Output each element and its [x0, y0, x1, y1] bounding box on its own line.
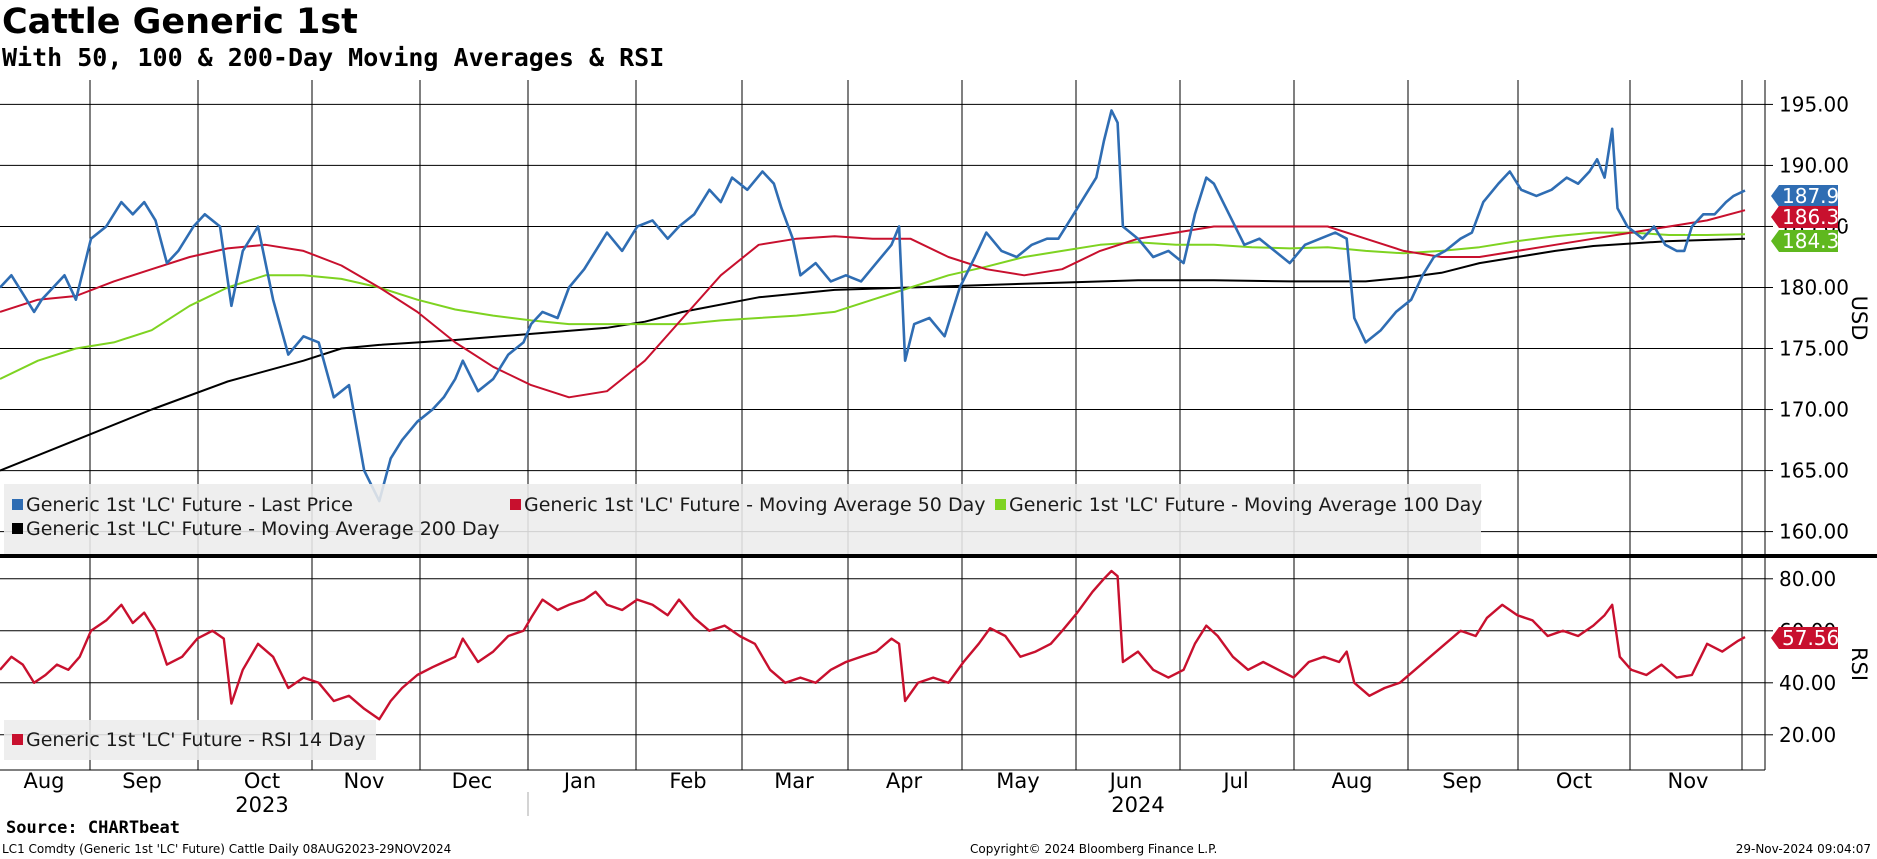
legend-item-ma50: Generic 1st 'LC' Future - Moving Average… — [510, 494, 985, 516]
ma50-tag: 186.33 — [1771, 205, 1852, 229]
month-label: Sep — [122, 769, 162, 793]
chart-subtitle: With 50, 100 & 200-Day Moving Averages &… — [2, 43, 665, 72]
month-label: Oct — [244, 769, 280, 793]
legend-item-last-price: Generic 1st 'LC' Future - Last Price — [12, 494, 353, 516]
year-label: 2023 — [235, 793, 288, 817]
legend-swatch-ma200 — [12, 523, 23, 534]
legend-item-ma200: Generic 1st 'LC' Future - Moving Average… — [12, 518, 500, 540]
legend-label-ma50: Generic 1st 'LC' Future - Moving Average… — [524, 494, 986, 516]
timestamp: 29-Nov-2024 09:04:07 — [1735, 842, 1871, 856]
legend-swatch-last-price — [12, 499, 23, 510]
price-tick-label: 180.00 — [1779, 275, 1849, 299]
rsi-tag-text: 57.56 — [1782, 626, 1839, 650]
chart-title: Cattle Generic 1st — [2, 2, 358, 42]
price-tick-label: 195.00 — [1779, 92, 1849, 116]
series-line-ma100 — [0, 231, 1746, 380]
rsi-legend: Generic 1st 'LC' Future - RSI 14 Day — [4, 720, 376, 760]
month-label: Oct — [1556, 769, 1592, 793]
year-label: 2024 — [1111, 793, 1164, 817]
month-label: Feb — [669, 769, 706, 793]
month-label: May — [996, 769, 1039, 793]
ma50-tag-box — [1771, 206, 1838, 228]
last-price-tag-box — [1771, 185, 1838, 207]
legend-item-ma100: Generic 1st 'LC' Future - Moving Average… — [995, 494, 1483, 516]
series-line-ma200 — [0, 237, 1746, 472]
rsi-tick-label: 80.00 — [1779, 567, 1836, 591]
rsi-panel-series — [0, 569, 1746, 721]
price-tick-label: 190.00 — [1779, 153, 1849, 177]
axis-labels: 160.00165.00170.00175.00180.00185.00190.… — [23, 92, 1871, 817]
month-label: Jul — [1221, 769, 1248, 793]
price-axis-title: USD — [1847, 296, 1871, 341]
axes — [0, 80, 1877, 816]
legend-swatch-ma100 — [995, 499, 1006, 510]
price-tick-label: 160.00 — [1779, 520, 1849, 544]
series-line-ma50 — [0, 209, 1746, 399]
ticker-info: LC1 Comdty (Generic 1st 'LC' Future) Cat… — [2, 842, 452, 856]
legend-label-ma200: Generic 1st 'LC' Future - Moving Average… — [26, 518, 500, 540]
legend-label-last-price: Generic 1st 'LC' Future - Last Price — [26, 494, 353, 516]
month-label: Nov — [1668, 769, 1709, 793]
last-price-tag: 187.95 — [1771, 184, 1852, 208]
legend-label-ma100: Generic 1st 'LC' Future - Moving Average… — [1009, 494, 1483, 516]
month-label: Jan — [562, 769, 596, 793]
legend-swatch-rsi — [12, 734, 23, 745]
series-line-last-price — [0, 109, 1746, 503]
legend-item-rsi: Generic 1st 'LC' Future - RSI 14 Day — [12, 729, 366, 751]
legend-label-rsi: Generic 1st 'LC' Future - RSI 14 Day — [26, 729, 366, 751]
ma50-tag-text: 186.33 — [1782, 205, 1852, 229]
rsi-tick-label: 20.00 — [1779, 723, 1836, 747]
month-label: Apr — [886, 769, 923, 793]
month-label: Jun — [1108, 769, 1143, 793]
rsi-tick-label: 40.00 — [1779, 671, 1836, 695]
price-tick-label: 170.00 — [1779, 398, 1849, 422]
source-note: Source: CHARTbeat — [6, 818, 180, 838]
month-label: Sep — [1442, 769, 1482, 793]
month-label: Dec — [452, 769, 493, 793]
ma100-tag-text: 184.36 — [1782, 229, 1852, 253]
price-tick-label: 175.00 — [1779, 337, 1849, 361]
month-label: Mar — [774, 769, 814, 793]
legend-swatch-ma50 — [510, 499, 521, 510]
vertical-gridlines — [89, 80, 1743, 770]
price-tick-label: 165.00 — [1779, 459, 1849, 483]
series-line-rsi — [0, 569, 1746, 721]
horizontal-gridlines — [0, 103, 1765, 736]
rsi-tag-box — [1771, 627, 1838, 649]
rsi-axis-title: RSI — [1847, 647, 1871, 681]
rsi-tag: 57.56 — [1771, 626, 1839, 650]
ma100-tag-box — [1771, 230, 1838, 252]
ma100-tag: 184.36 — [1771, 229, 1852, 253]
copyright: Copyright© 2024 Bloomberg Finance L.P. — [970, 842, 1218, 856]
price-panel-series — [0, 109, 1746, 503]
month-label: Nov — [344, 769, 385, 793]
month-label: Aug — [23, 769, 64, 793]
last-price-tag-text: 187.95 — [1782, 184, 1852, 208]
price-legend: Generic 1st 'LC' Future - Last Price Gen… — [4, 484, 1483, 554]
month-label: Aug — [1331, 769, 1372, 793]
